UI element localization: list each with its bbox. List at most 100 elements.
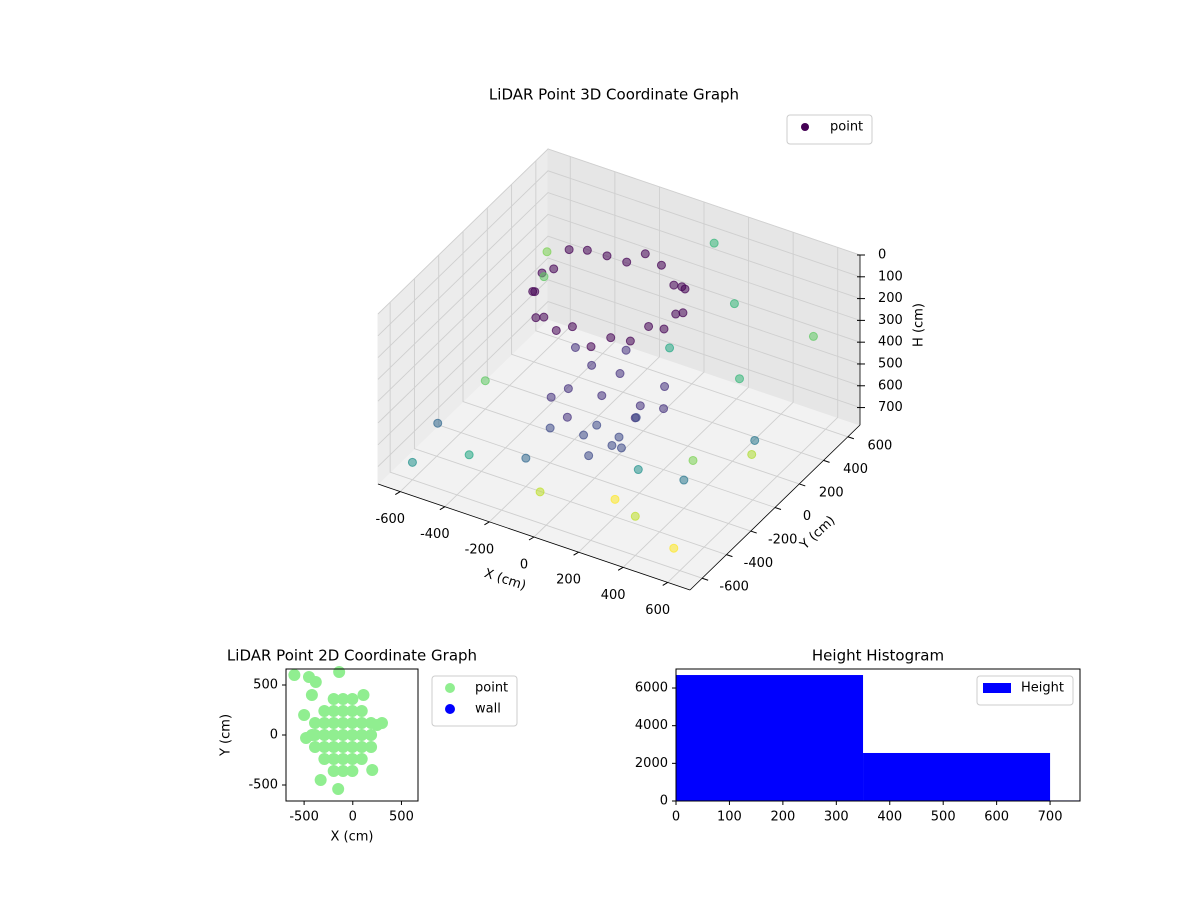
x-grid-line — [444, 171, 616, 508]
point — [535, 487, 545, 497]
point — [327, 741, 340, 753]
point — [346, 717, 359, 729]
y-tick-label: 2000 — [635, 756, 668, 771]
x-tick — [573, 551, 579, 556]
x-tick-label: -600 — [376, 512, 406, 527]
point — [464, 450, 474, 460]
point — [337, 717, 350, 729]
x-tick — [528, 536, 535, 541]
x-tick-label: 600 — [645, 603, 670, 618]
point — [346, 741, 359, 753]
legend-box — [786, 114, 873, 145]
point — [333, 666, 346, 678]
point — [669, 543, 679, 553]
y-tick-label: 0 — [803, 509, 811, 524]
legend-marker — [445, 704, 455, 714]
bars — [676, 675, 1080, 801]
z-grid-line — [377, 301, 861, 467]
point — [327, 693, 340, 705]
bar — [676, 675, 864, 801]
y-tick-label: -600 — [719, 580, 749, 595]
x-tick-label: 200 — [556, 573, 581, 588]
x-tick — [662, 581, 668, 586]
point — [631, 413, 641, 423]
point — [318, 717, 331, 729]
point — [747, 449, 757, 459]
x-grid-line — [489, 186, 660, 523]
point — [567, 322, 577, 332]
point — [615, 369, 625, 379]
x-axis-line — [377, 483, 691, 591]
z-grid-line — [377, 257, 861, 424]
point — [542, 247, 552, 257]
y-axis-line — [689, 424, 861, 591]
y-tick-label: -200 — [768, 533, 798, 548]
point — [327, 729, 340, 741]
point — [309, 717, 322, 729]
point — [562, 412, 572, 422]
point — [327, 717, 340, 729]
y-axis-label: Y (cm) — [219, 714, 234, 757]
legend-marker — [801, 123, 809, 131]
legend-label: Height — [1021, 681, 1064, 696]
y-grid-line — [462, 231, 776, 508]
x-tick-label: -500 — [289, 810, 319, 825]
point — [407, 457, 417, 467]
z-grid-line — [377, 213, 861, 380]
y-tick — [726, 554, 733, 558]
x-grid-line — [622, 232, 794, 568]
z-tick-label: 100 — [878, 269, 903, 284]
x-tick-label: 0 — [349, 810, 357, 825]
z-axis-label: H (cm) — [912, 303, 927, 347]
point — [602, 251, 612, 261]
point — [337, 741, 350, 753]
point — [318, 729, 331, 741]
point — [665, 343, 675, 353]
point — [327, 705, 340, 717]
chart-title: Height Histogram — [812, 647, 944, 665]
chart-title: LiDAR Point 2D Coordinate Graph — [227, 647, 477, 665]
y-tick-label: -500 — [248, 778, 278, 793]
point — [586, 342, 596, 352]
point — [365, 741, 378, 753]
point — [597, 391, 607, 401]
point — [346, 753, 359, 765]
x-tick-label: 0 — [520, 558, 528, 573]
point — [669, 280, 679, 290]
point — [688, 455, 698, 465]
point — [630, 511, 640, 521]
point — [346, 705, 359, 717]
y-tick-label: 6000 — [635, 681, 668, 696]
point — [622, 257, 632, 267]
point — [365, 729, 378, 741]
x-tick-label: 400 — [601, 588, 626, 603]
z-tick-label: 700 — [878, 400, 903, 415]
point — [366, 764, 379, 776]
point — [539, 272, 549, 282]
point — [346, 765, 359, 777]
point — [355, 729, 368, 741]
point — [579, 430, 589, 440]
point — [709, 238, 719, 248]
y-grid-line — [511, 184, 824, 461]
x-tick-label: 500 — [389, 810, 414, 825]
point — [318, 741, 331, 753]
point — [332, 783, 345, 795]
legend-label: point — [475, 681, 508, 696]
z-grid-line — [377, 148, 861, 315]
point — [808, 331, 818, 341]
point — [625, 336, 635, 346]
point — [305, 689, 318, 701]
z-grid-line — [377, 170, 861, 337]
z-tick-label: 0 — [878, 248, 886, 263]
point — [480, 376, 490, 386]
point — [677, 282, 687, 292]
legend-label: wall — [475, 702, 501, 717]
y-tick-label: 0 — [270, 728, 278, 743]
y-grid-line — [535, 160, 849, 438]
point — [528, 286, 538, 296]
point — [640, 249, 650, 259]
point — [309, 741, 322, 753]
y-grid-line — [413, 278, 727, 556]
point — [337, 729, 350, 741]
